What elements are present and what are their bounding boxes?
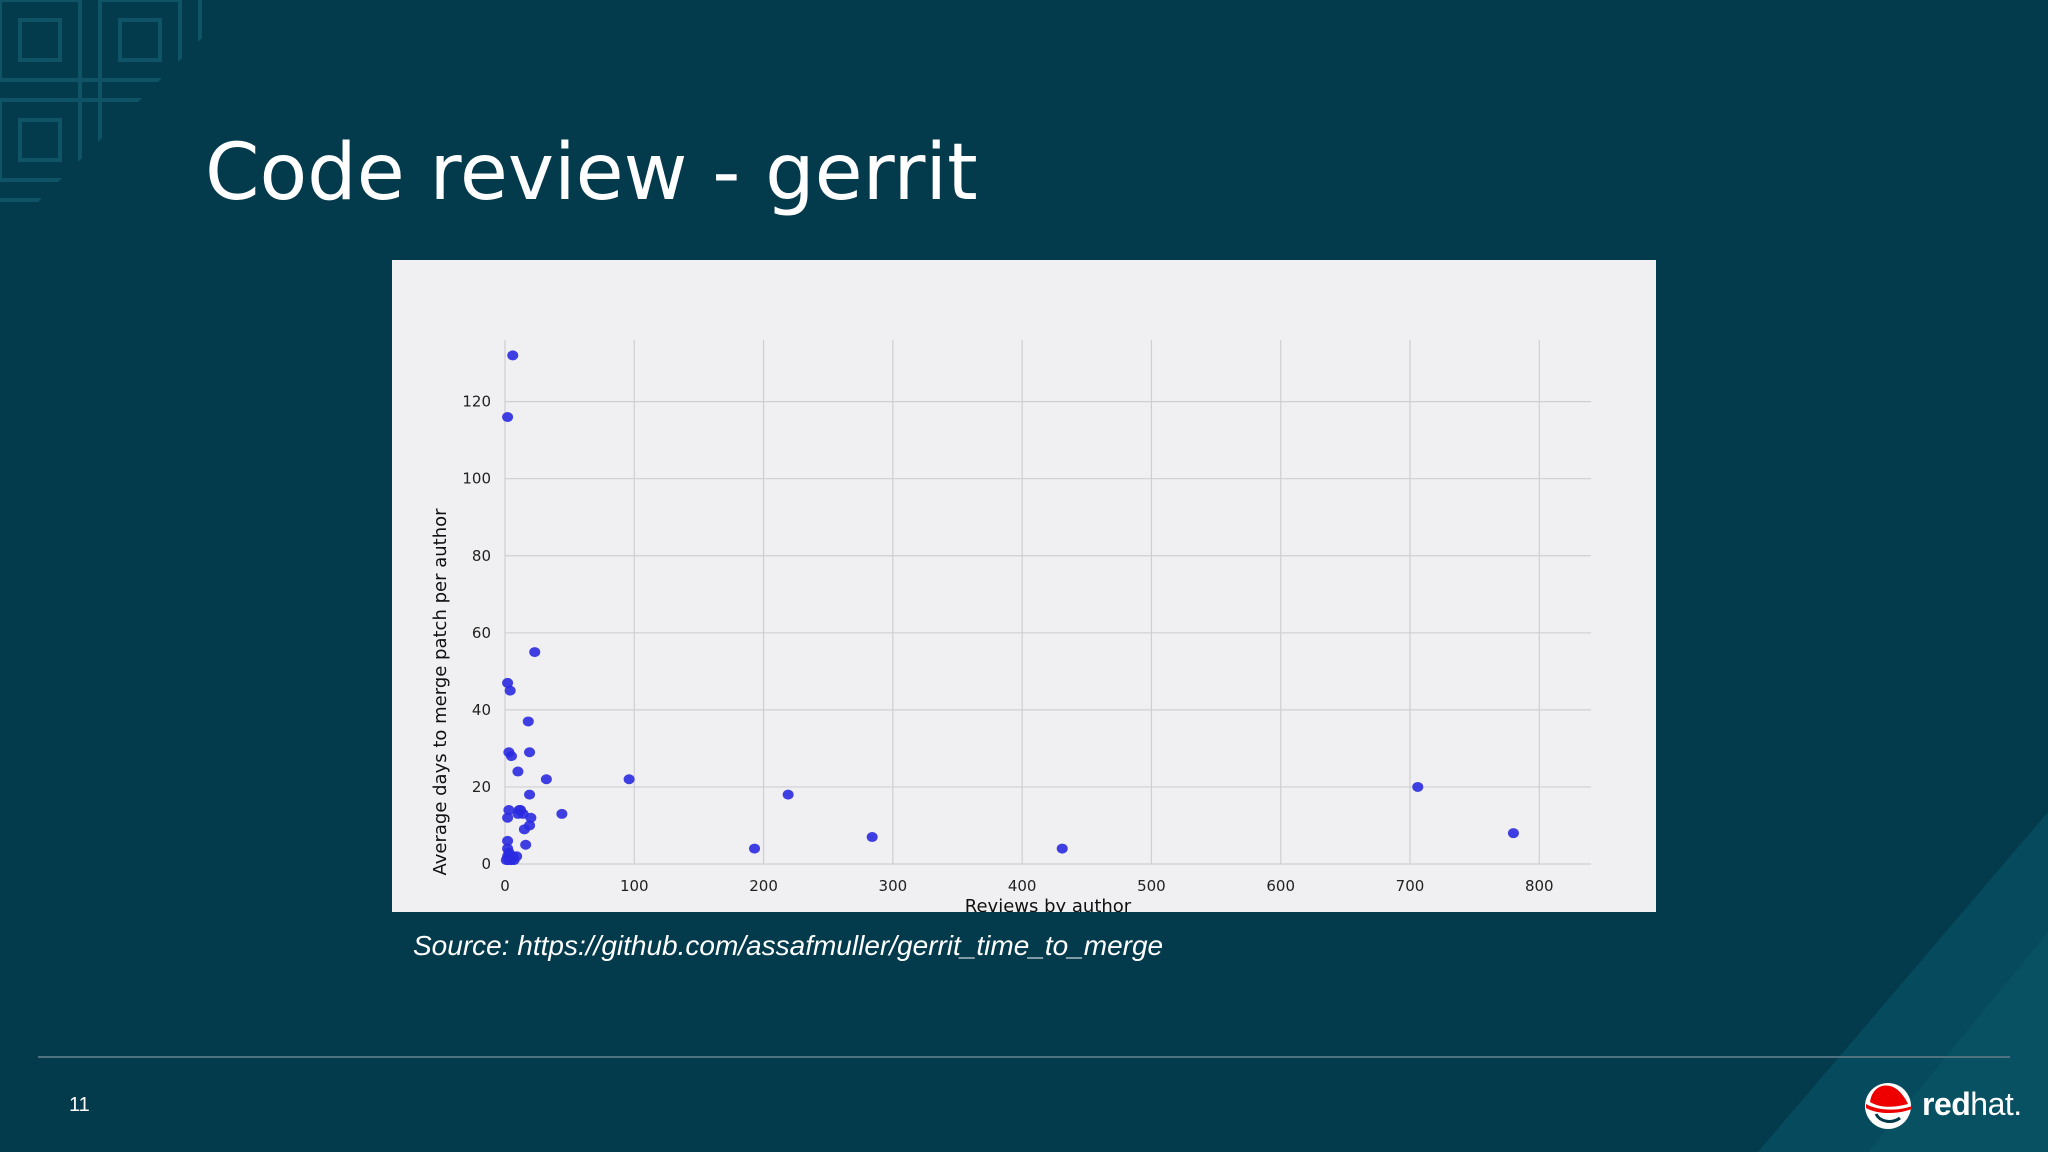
y-axis-label: Average days to merge patch per author [430,508,451,876]
redhat-wordmark: redhat. [1922,1086,2022,1122]
data-point [782,789,794,800]
data-point [749,843,761,854]
x-tick-label: 300 [879,877,908,895]
data-point [866,832,878,843]
data-point [505,751,517,762]
redhat-logo: redhat. [1862,1078,2022,1130]
data-point [518,824,530,835]
data-point [515,805,527,816]
data-point [507,350,519,361]
data-point [512,766,524,777]
data-point [503,805,515,816]
y-tick-label: 100 [462,470,491,488]
x-tick-label: 600 [1266,877,1295,895]
x-tick-label: 500 [1137,877,1166,895]
decorative-pattern [0,0,240,240]
tick-labels: 0 100 200 300 400 500 600 700 800 0 20 40 60 80 100 120 [462,393,1553,896]
data-point [540,774,552,785]
data-point [522,716,534,727]
x-tick-label: 400 [1008,877,1037,895]
x-tick-label: 0 [500,877,510,895]
data-point [529,647,541,658]
data-point [524,789,536,800]
data-point [525,812,537,823]
y-tick-label: 0 [481,855,491,873]
redhat-hat-icon [1865,1083,1912,1129]
data-point [504,685,516,696]
data-point [556,808,568,819]
data-point [502,835,514,846]
data-point [507,851,519,862]
data-point [520,839,532,850]
page-number: 11 [69,1094,90,1116]
y-tick-label: 60 [472,624,491,642]
data-point [1412,781,1424,792]
x-tick-label: 100 [620,877,649,895]
scatter-chart: 0 100 200 300 400 500 600 700 800 0 20 40 60 80 100 120… [430,340,1591,912]
source-note: Source: https://github.com/assafmuller/g… [413,930,1164,961]
y-tick-label: 20 [472,778,491,796]
data-point [524,747,536,758]
data-point [502,412,514,423]
x-tick-label: 700 [1396,877,1425,895]
y-tick-label: 120 [462,393,491,411]
x-axis-label: Reviews by author [965,896,1132,912]
footer-divider [38,1056,2010,1058]
data-point [502,812,514,823]
data-point [623,774,635,785]
y-tick-label: 80 [472,547,491,565]
grid [504,340,1591,865]
slide-title: Code review - gerrit [205,128,978,218]
x-tick-label: 200 [749,877,778,895]
chart-panel: 0 100 200 300 400 500 600 700 800 0 20 40 60 80 100 120… [392,260,1656,912]
data-points [500,350,1519,866]
y-tick-label: 40 [472,701,491,719]
data-point [502,677,514,688]
data-point [1056,843,1068,854]
x-tick-label: 800 [1525,877,1554,895]
data-point [1507,828,1519,839]
decorative-stripe [1758,812,2048,1152]
